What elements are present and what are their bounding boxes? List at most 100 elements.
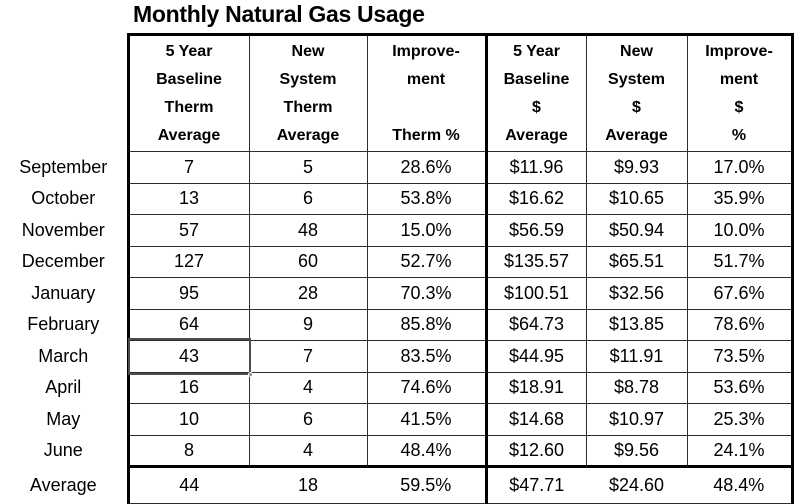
- row-label[interactable]: Average: [0, 466, 128, 504]
- table-cell[interactable]: 51.7%: [686, 245, 794, 278]
- column-header-5[interactable]: Improve-ment $%: [686, 33, 794, 152]
- row-label[interactable]: January: [0, 277, 128, 309]
- table-cell[interactable]: 95: [126, 277, 250, 310]
- table-cell[interactable]: 53.8%: [366, 182, 488, 215]
- cell-value: 10.0%: [713, 219, 765, 240]
- cell-value: 7: [183, 156, 194, 177]
- table-cell[interactable]: $11.91: [585, 340, 688, 373]
- table-cell[interactable]: 4: [248, 371, 368, 404]
- cell-value: 67.6%: [713, 282, 765, 303]
- table-cell[interactable]: 74.6%: [366, 371, 488, 404]
- header-line: Improve-: [392, 42, 460, 60]
- table-cell[interactable]: $13.85: [585, 308, 688, 341]
- table-cell[interactable]: 5: [248, 151, 368, 184]
- column-header-0[interactable]: 5 Year Baseline Therm Average: [126, 33, 250, 152]
- corner-cell: [0, 34, 128, 152]
- table-cell[interactable]: $100.51: [485, 277, 587, 310]
- table-cell[interactable]: $14.68: [485, 403, 587, 436]
- table-cell[interactable]: 18: [249, 466, 367, 504]
- table-cell[interactable]: 28.6%: [366, 151, 488, 184]
- table-cell[interactable]: 48: [248, 214, 368, 247]
- table-cell[interactable]: 25.3%: [686, 403, 794, 436]
- table-cell[interactable]: 48.4%: [366, 434, 488, 468]
- table-cell[interactable]: 60: [248, 245, 368, 278]
- table-cell[interactable]: $135.57: [485, 245, 587, 278]
- table-cell[interactable]: 64: [126, 308, 250, 341]
- table-cell[interactable]: $10.65: [585, 182, 688, 215]
- table-cell[interactable]: 6: [248, 182, 368, 215]
- table-cell[interactable]: $18.91: [485, 371, 587, 404]
- table-cell[interactable]: 17.0%: [686, 151, 794, 184]
- cell-value: 53.8%: [400, 188, 452, 209]
- table-cell[interactable]: $65.51: [585, 245, 688, 278]
- table-cell[interactable]: 70.3%: [366, 277, 488, 310]
- table-cell[interactable]: 10: [126, 403, 250, 436]
- table-cell[interactable]: $12.60: [485, 434, 587, 468]
- cell-value: $10.97: [608, 408, 665, 429]
- table-cell[interactable]: 43: [126, 338, 253, 377]
- header-line: Baseline: [156, 70, 222, 88]
- table-cell[interactable]: $47.71: [486, 466, 586, 504]
- table-cell[interactable]: 7: [248, 340, 368, 373]
- table-cell[interactable]: $9.56: [585, 434, 688, 468]
- row-label[interactable]: December: [0, 246, 128, 278]
- table-cell[interactable]: 57: [126, 214, 250, 247]
- row-label[interactable]: October: [0, 183, 128, 215]
- table-cell[interactable]: 48.4%: [687, 466, 794, 504]
- table-cell[interactable]: $64.73: [485, 308, 587, 341]
- column-header-2[interactable]: Improve-ment Therm %: [366, 33, 488, 152]
- row-label[interactable]: February: [0, 309, 128, 341]
- table-cell[interactable]: 78.6%: [686, 308, 794, 341]
- cell-value: 127: [173, 251, 205, 272]
- table-cell[interactable]: 7: [126, 151, 250, 184]
- table-cell[interactable]: $11.96: [485, 151, 587, 184]
- table-cell[interactable]: $50.94: [585, 214, 688, 247]
- header-line: Therm %: [392, 126, 460, 144]
- cell-value: $11.96: [509, 156, 564, 177]
- column-header-1[interactable]: New System Therm Average: [248, 33, 368, 152]
- table-cell[interactable]: 85.8%: [366, 308, 488, 341]
- row-label[interactable]: June: [0, 435, 128, 467]
- column-header-3[interactable]: 5 Year Baseline $ Average: [485, 33, 587, 152]
- table-cell[interactable]: 9: [248, 308, 368, 341]
- table-cell[interactable]: 59.5%: [367, 466, 488, 504]
- table-cell[interactable]: 52.7%: [366, 245, 488, 278]
- cell-value: 28.6%: [400, 156, 452, 177]
- row-label[interactable]: March: [0, 340, 128, 372]
- table-cell[interactable]: 41.5%: [366, 403, 488, 436]
- table-cell[interactable]: 67.6%: [686, 277, 794, 310]
- table-cell[interactable]: $56.59: [485, 214, 587, 247]
- table-cell[interactable]: $8.78: [585, 371, 688, 404]
- table-cell[interactable]: 10.0%: [686, 214, 794, 247]
- table-cell[interactable]: 127: [126, 245, 250, 278]
- table-cell[interactable]: 35.9%: [686, 182, 794, 215]
- table-cell[interactable]: 28: [248, 277, 368, 310]
- table-cell[interactable]: 24.1%: [686, 434, 794, 468]
- table-cell[interactable]: $44.95: [485, 340, 587, 373]
- cell-value: 73.5%: [713, 345, 765, 366]
- row-label[interactable]: April: [0, 372, 128, 404]
- table-cell[interactable]: $9.93: [585, 151, 688, 184]
- row-label[interactable]: September: [0, 151, 128, 183]
- row-label[interactable]: May: [0, 403, 128, 435]
- table-cell[interactable]: 13: [126, 182, 250, 215]
- table-cell[interactable]: 15.0%: [366, 214, 488, 247]
- table-cell[interactable]: 44: [126, 466, 249, 504]
- row-label[interactable]: November: [0, 214, 128, 246]
- table-cell[interactable]: 4: [248, 434, 368, 468]
- table-cell[interactable]: $10.97: [585, 403, 688, 436]
- header-line: Therm: [164, 98, 214, 116]
- table-cell[interactable]: $32.56: [585, 277, 688, 310]
- column-header-4[interactable]: New System $ Average: [585, 33, 688, 152]
- table-cell[interactable]: 16: [126, 371, 250, 404]
- table-cell[interactable]: 8: [126, 434, 250, 468]
- cell-value: 59.5%: [400, 475, 452, 495]
- table-cell[interactable]: 83.5%: [366, 340, 488, 373]
- header-line: Average: [276, 126, 340, 144]
- table-cell[interactable]: 73.5%: [686, 340, 794, 373]
- table-cell[interactable]: 53.6%: [686, 371, 794, 404]
- table-cell[interactable]: $16.62: [485, 182, 587, 215]
- cell-value: 7: [302, 345, 313, 366]
- table-cell[interactable]: $24.60: [586, 466, 687, 504]
- table-cell[interactable]: 6: [248, 403, 368, 436]
